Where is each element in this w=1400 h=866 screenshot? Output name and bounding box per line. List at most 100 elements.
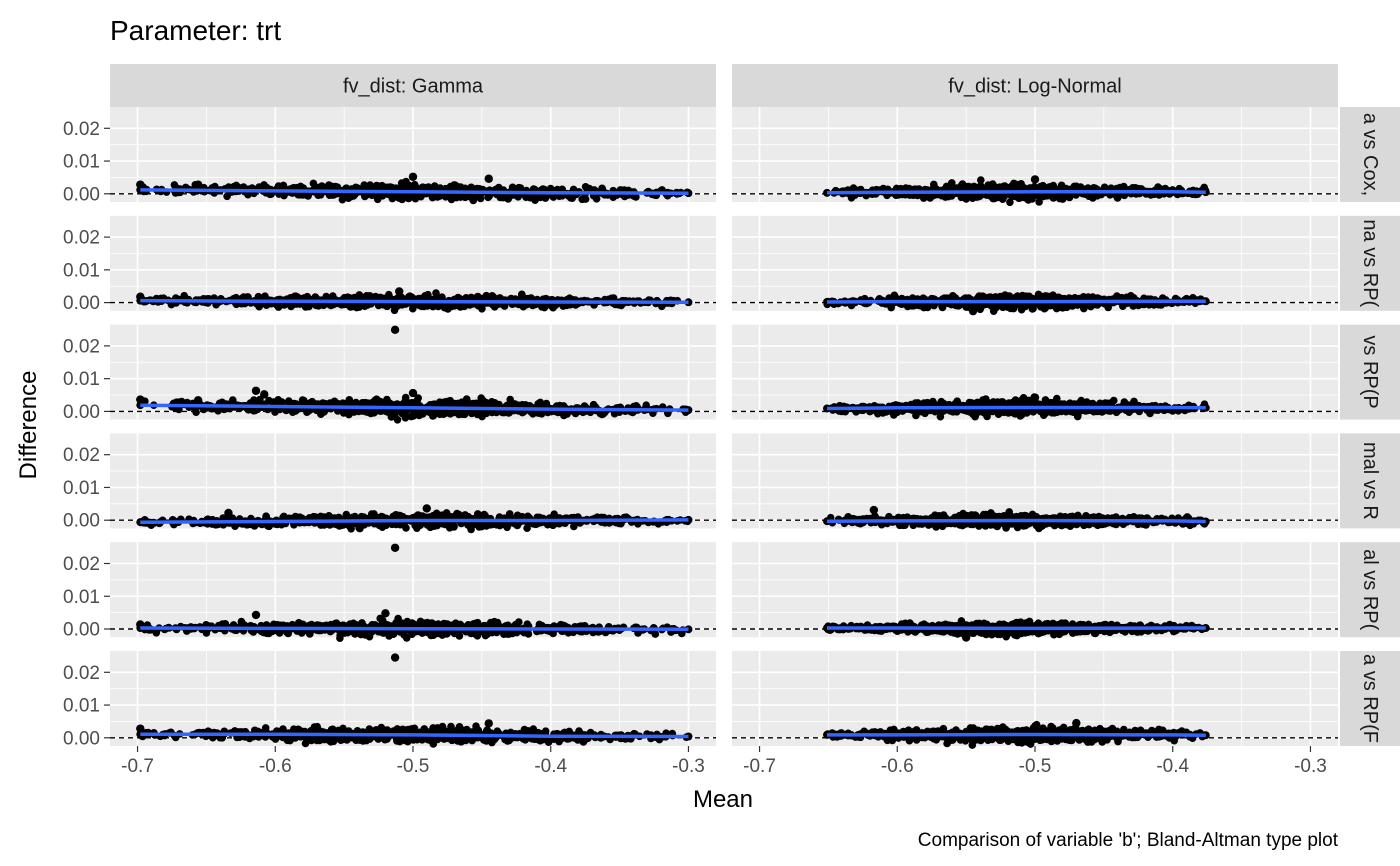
strip-label: fv_dist: Log-Normal (948, 76, 1121, 98)
outlier-point (390, 325, 400, 335)
data-point (432, 289, 440, 297)
data-point (887, 303, 895, 312)
outlier-point (1030, 393, 1040, 402)
data-point (370, 398, 378, 406)
data-point (300, 396, 308, 405)
outlier-point (408, 172, 418, 181)
outlier-point (136, 292, 145, 301)
smooth-line (140, 188, 689, 195)
data-point (1012, 182, 1020, 190)
facet-strip-top: fv_dist: Log-Normal (732, 64, 1338, 107)
chart-title: Parameter: trt (110, 15, 281, 46)
data-point (418, 183, 427, 192)
data-point (936, 412, 945, 421)
data-point (417, 302, 426, 311)
data-point (410, 408, 419, 417)
data-point (274, 396, 283, 404)
data-point (413, 524, 421, 532)
outlier-point (193, 396, 203, 405)
data-point (1054, 192, 1062, 200)
outlier-point (251, 386, 261, 395)
data-point (999, 294, 1007, 302)
data-point (531, 196, 539, 204)
data-point (914, 301, 923, 310)
data-point (327, 301, 335, 310)
data-point (333, 183, 342, 191)
data-point (463, 397, 471, 405)
strip-background (1340, 215, 1400, 311)
data-point (1011, 396, 1020, 404)
facet-strip-right: mal vs R (1340, 433, 1400, 529)
data-point (482, 398, 490, 407)
facet-strip-right: a vs Cox, (1340, 107, 1400, 202)
strip-label: vs RP(P (1359, 335, 1381, 408)
facet-panel (732, 324, 1338, 421)
facet-strip-right: vs RP(P (1340, 324, 1400, 420)
outlier-point (395, 287, 404, 296)
data-point (393, 416, 402, 424)
data-point (167, 300, 176, 309)
facet-panel (110, 433, 716, 534)
data-point (430, 182, 439, 190)
data-point (1006, 198, 1014, 207)
facet-panels: fv_dist: Gamma fv_dist: Log-Normal a vs Co… (110, 64, 1400, 749)
smooth-line (826, 299, 1206, 304)
smooth-line (140, 298, 689, 305)
data-point (429, 411, 438, 420)
facet-strip-top: fv_dist: Gamma (110, 64, 716, 107)
data-point (914, 399, 922, 407)
facet-panel (732, 107, 1338, 207)
data-point (429, 302, 437, 311)
facet-strip-right: na vs RP( (1340, 215, 1400, 311)
data-point (1087, 302, 1095, 311)
outlier-point (260, 390, 269, 399)
data-point (1018, 399, 1026, 407)
data-point (361, 293, 370, 301)
outlier-point (136, 180, 145, 189)
facet-panel (732, 215, 1338, 316)
data-point (488, 293, 497, 302)
data-point (441, 193, 450, 201)
data-point (879, 184, 888, 193)
data-point (971, 192, 979, 201)
data-point (585, 184, 594, 193)
data-point (1129, 302, 1137, 310)
strip-label-group: mal vs R (1359, 442, 1381, 520)
data-point (411, 194, 420, 203)
data-point (355, 291, 364, 299)
data-point (1074, 411, 1082, 419)
data-point (948, 179, 956, 187)
strip-label: na vs RP( (1359, 219, 1381, 307)
strip-background (1340, 324, 1400, 420)
outlier-point (408, 388, 418, 398)
data-point (1044, 191, 1053, 200)
data-point (308, 397, 317, 406)
data-point (476, 194, 485, 203)
strip-label: a vs Cox, (1359, 113, 1381, 196)
facet-panel (110, 107, 716, 205)
outlier-point (484, 174, 493, 183)
outlier-point (1030, 175, 1040, 184)
strip-label-group: na vs RP( (1359, 219, 1381, 307)
strip-label-group: a vs Cox, (1359, 113, 1381, 196)
data-point (255, 183, 263, 191)
strip-label-group: vs RP(P (1359, 335, 1381, 408)
strip-label: fv_dist: Gamma (343, 76, 484, 98)
data-point (1108, 398, 1117, 406)
data-point (275, 301, 284, 309)
data-point (453, 509, 461, 518)
data-point (1131, 184, 1140, 192)
strip-background (110, 64, 716, 107)
data-point (658, 302, 666, 311)
strip-label: mal vs R (1359, 442, 1381, 520)
data-point (329, 292, 337, 300)
facet-panel (110, 215, 716, 315)
data-point (468, 409, 476, 418)
data-point (1028, 305, 1037, 313)
outlier-point (136, 395, 145, 404)
data-point (1021, 302, 1030, 311)
data-point (261, 292, 269, 301)
data-point (926, 194, 934, 202)
data-point (1040, 301, 1048, 310)
